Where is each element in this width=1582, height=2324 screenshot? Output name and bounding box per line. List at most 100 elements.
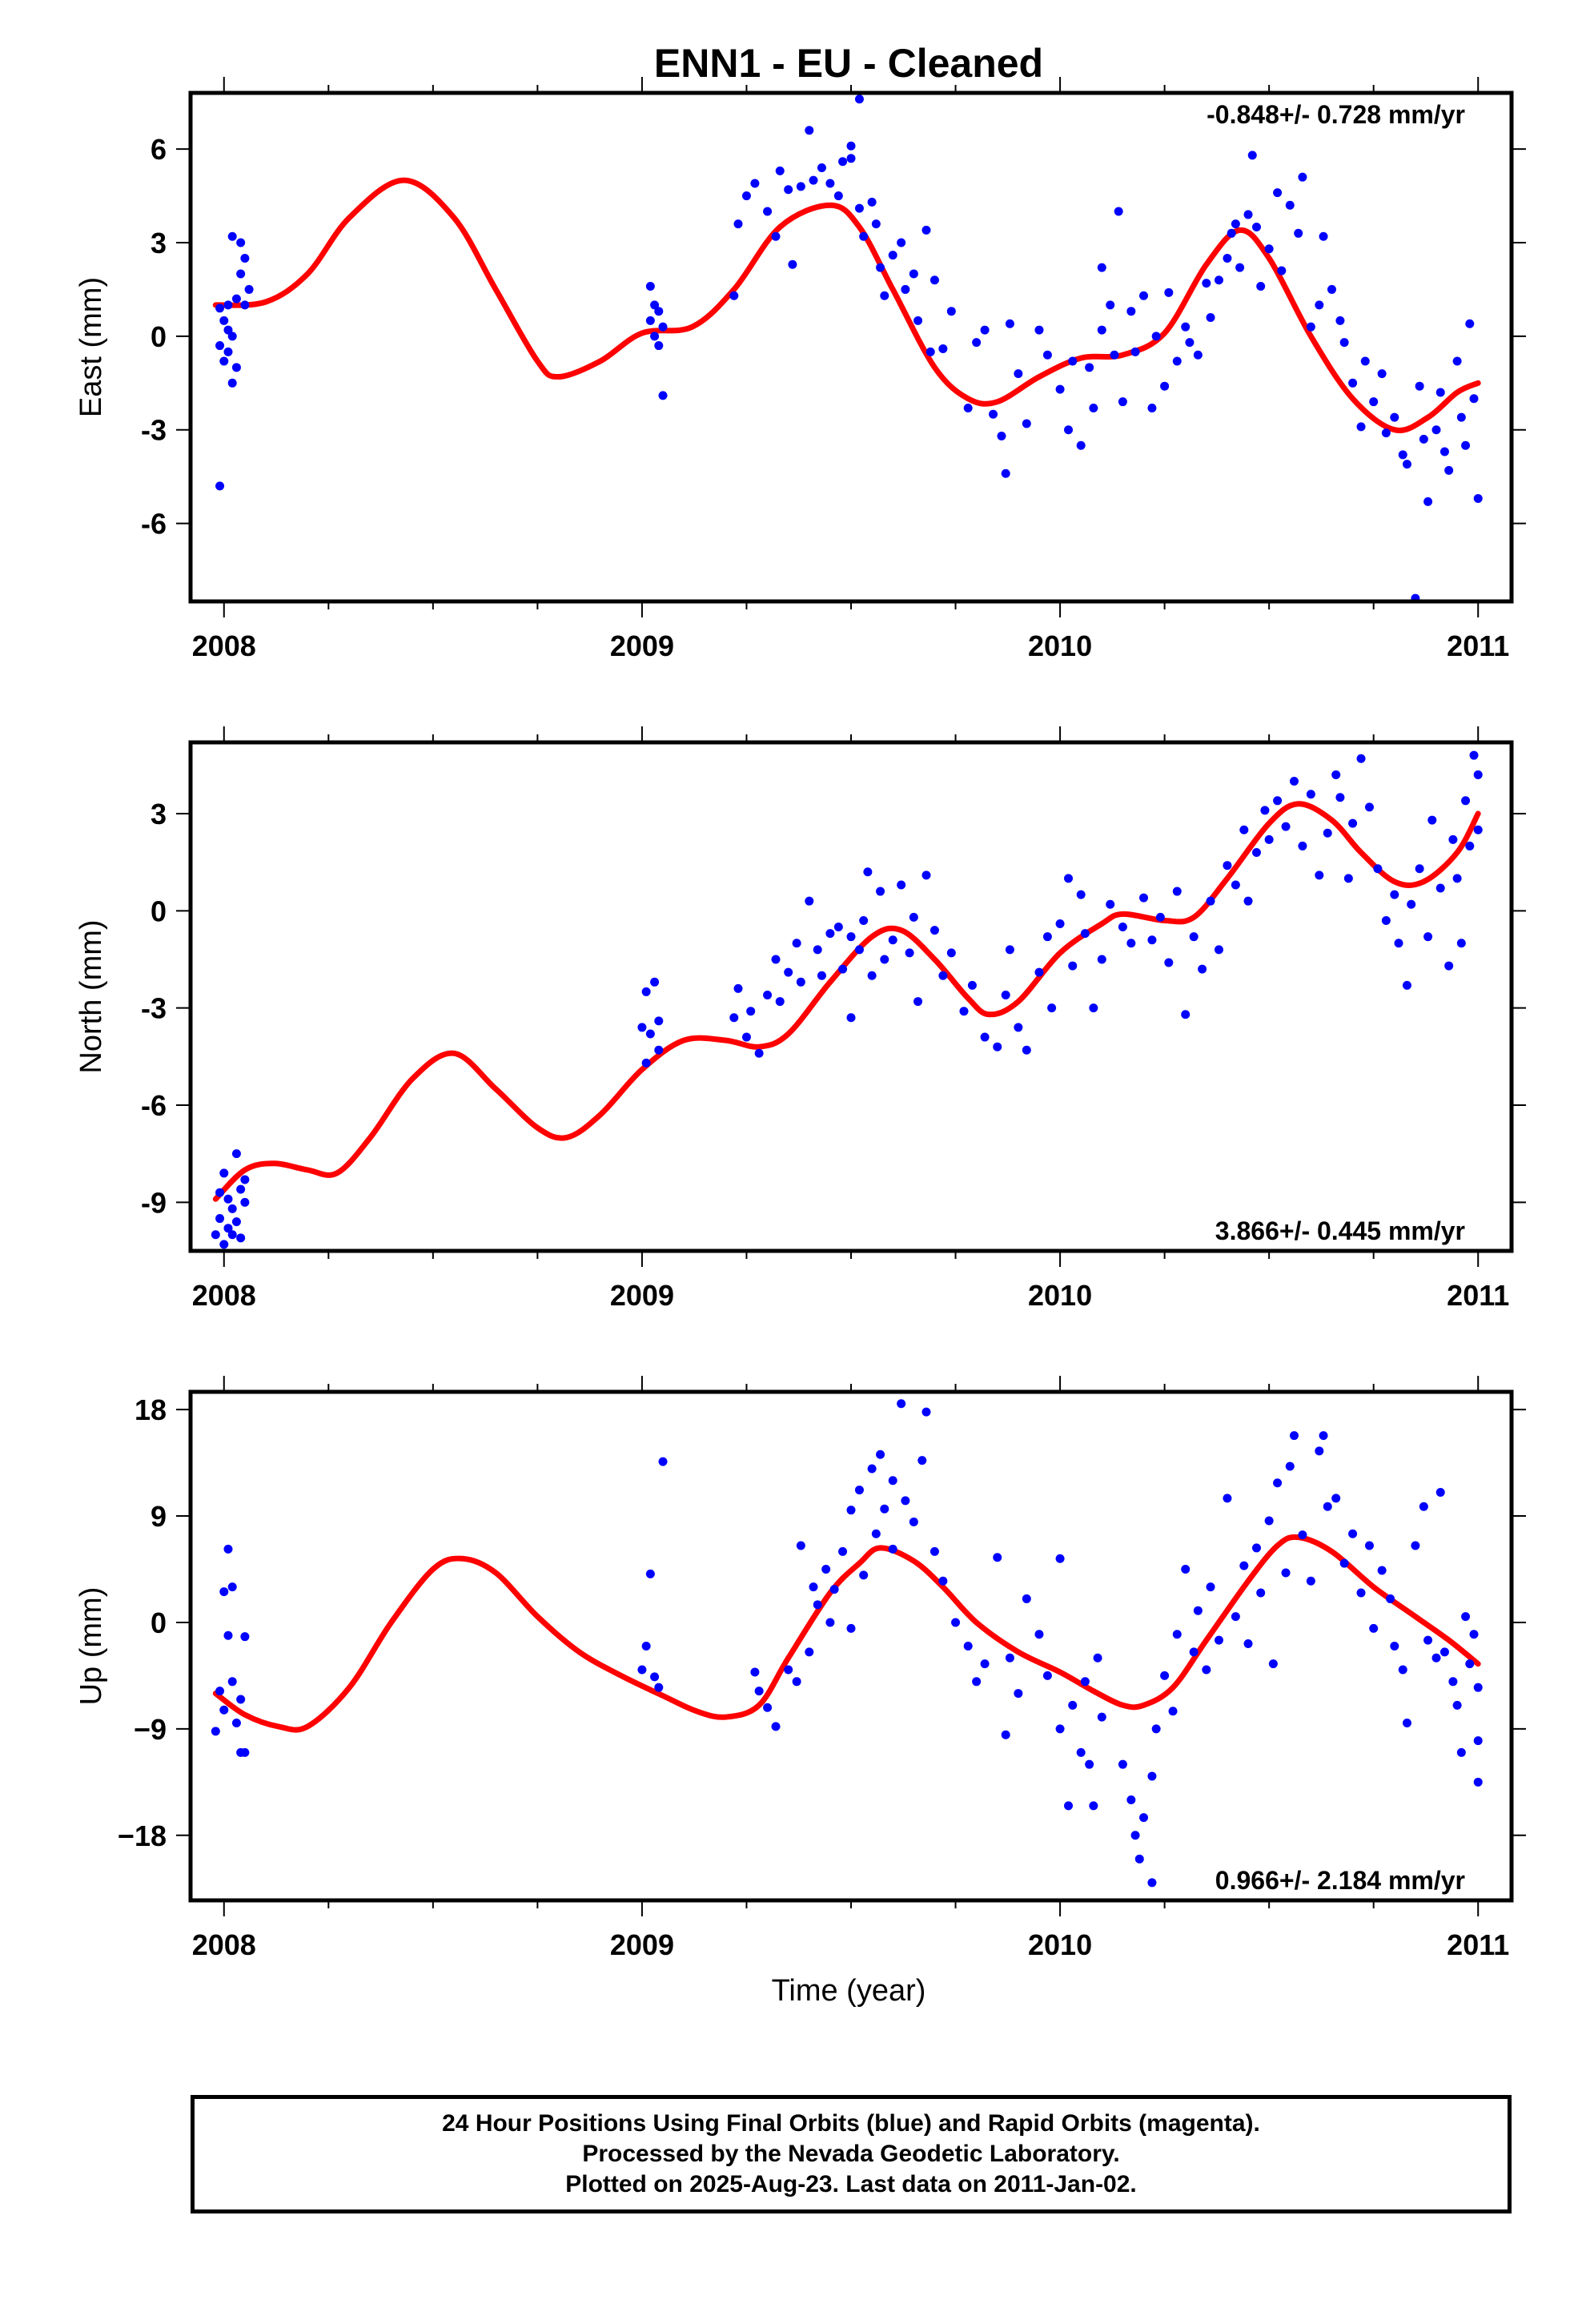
data-point xyxy=(1456,412,1466,422)
data-point xyxy=(219,1240,229,1249)
data-point xyxy=(784,185,793,195)
data-point xyxy=(1251,848,1261,858)
data-point xyxy=(645,1569,655,1578)
data-point xyxy=(771,231,781,241)
up-fit-line xyxy=(212,1534,1481,1733)
data-point xyxy=(897,238,906,247)
data-point xyxy=(1247,151,1257,160)
data-point xyxy=(1419,1502,1428,1511)
data-point xyxy=(645,1029,655,1039)
data-point xyxy=(223,1194,233,1204)
data-point xyxy=(1005,945,1014,955)
data-point xyxy=(1251,1543,1261,1553)
data-point xyxy=(771,955,781,964)
y-tick-label: 18 xyxy=(135,1393,167,1426)
north-points xyxy=(211,750,1483,1249)
data-point xyxy=(1118,397,1127,407)
data-point xyxy=(1298,841,1307,850)
data-point xyxy=(1273,1478,1283,1488)
data-point xyxy=(1239,825,1249,834)
data-point xyxy=(888,1544,897,1554)
plot-frame xyxy=(188,1389,1514,1903)
data-point xyxy=(1172,1630,1182,1639)
data-point xyxy=(1202,279,1211,288)
data-point xyxy=(658,391,668,400)
data-point xyxy=(854,203,864,213)
data-point xyxy=(1356,422,1366,432)
data-point xyxy=(1339,338,1349,348)
data-point xyxy=(1214,1635,1223,1645)
data-point xyxy=(1281,822,1291,831)
data-point xyxy=(1415,381,1424,391)
north-fit-line xyxy=(212,801,1481,1202)
data-point xyxy=(775,166,785,175)
data-point xyxy=(227,231,237,241)
data-point xyxy=(1398,1665,1407,1675)
data-point xyxy=(1097,325,1106,335)
data-point xyxy=(1369,1623,1379,1633)
panel-east: 6 3 0 -3 -6 2008 2009 2010 2011 East (mm) -0.84… xyxy=(74,77,1526,662)
data-point xyxy=(1306,790,1315,799)
data-point xyxy=(897,1399,906,1409)
data-point xyxy=(1068,1700,1078,1710)
y-tick-label: -3 xyxy=(141,992,167,1025)
data-point xyxy=(897,880,906,890)
data-point xyxy=(876,887,885,896)
data-point xyxy=(1243,210,1253,219)
data-point xyxy=(993,1553,1002,1562)
data-point xyxy=(846,154,856,163)
data-point xyxy=(223,300,233,310)
data-point xyxy=(1356,754,1366,763)
data-point xyxy=(1444,961,1454,971)
data-point xyxy=(211,1230,220,1240)
data-point xyxy=(871,219,881,229)
fit-curve xyxy=(212,177,1481,433)
data-point xyxy=(658,1457,668,1466)
data-point xyxy=(746,1007,756,1016)
data-point xyxy=(1473,1736,1483,1746)
data-point xyxy=(763,1703,773,1712)
data-point xyxy=(838,964,848,974)
figure-title: ENN1 - EU - Cleaned xyxy=(654,41,1043,86)
data-point xyxy=(809,175,818,185)
data-point xyxy=(1469,750,1479,760)
data-point xyxy=(1323,1502,1332,1511)
data-point xyxy=(1151,1724,1161,1734)
data-point xyxy=(236,1184,246,1194)
data-point xyxy=(1106,300,1115,310)
data-point xyxy=(972,1677,982,1687)
data-point xyxy=(1022,1045,1031,1055)
x-tick-label: 2009 xyxy=(610,629,674,662)
data-point xyxy=(1402,1718,1411,1727)
data-point xyxy=(1439,447,1449,456)
data-point xyxy=(219,1168,229,1178)
data-point xyxy=(227,1677,237,1687)
data-point xyxy=(231,1217,241,1227)
up-axis-label: Up (mm) xyxy=(74,1587,108,1706)
data-point xyxy=(227,332,237,341)
data-point xyxy=(1435,388,1445,397)
data-point xyxy=(658,322,668,332)
data-point xyxy=(219,1705,229,1715)
data-point xyxy=(645,282,655,292)
data-point xyxy=(763,990,773,999)
north-ytick-labels: 3 0 -3 -6 -9 xyxy=(141,798,167,1219)
up-xtick-labels: 2008 2009 2010 2011 xyxy=(192,1928,1510,1961)
data-point xyxy=(227,378,237,388)
data-point xyxy=(963,403,973,412)
data-point xyxy=(645,316,655,325)
y-tick-label: −18 xyxy=(118,1819,167,1852)
east-points xyxy=(215,94,1483,603)
data-point xyxy=(1461,796,1471,806)
data-point xyxy=(236,238,246,247)
data-point xyxy=(654,1045,664,1055)
data-point xyxy=(750,179,760,188)
data-point xyxy=(888,251,897,260)
data-point xyxy=(959,1007,969,1016)
data-point xyxy=(1456,939,1466,948)
y-tick-label: −9 xyxy=(134,1713,167,1746)
data-point xyxy=(240,300,250,310)
data-point xyxy=(227,1230,237,1240)
data-point xyxy=(1118,923,1127,932)
data-point xyxy=(909,912,918,922)
